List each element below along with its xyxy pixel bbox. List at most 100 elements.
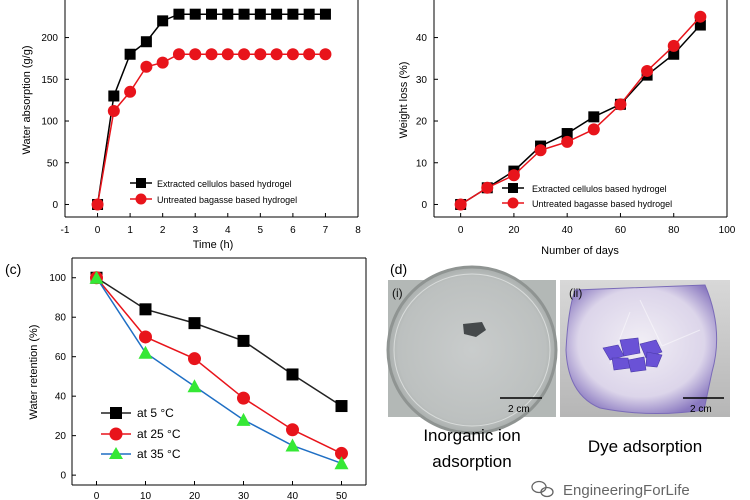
data-point-circle xyxy=(303,48,316,61)
data-point-square xyxy=(173,8,185,20)
scale-bar-ii: 2 cm xyxy=(690,404,712,415)
data-point-square xyxy=(237,334,250,347)
panel-c-ylabel: Water retention (%) xyxy=(28,325,40,420)
panel-d: (d) (i) 2 cm (ii) 2 cm xyxy=(386,261,730,471)
y-tick-label: 0 xyxy=(60,471,66,482)
data-point-circle xyxy=(156,56,169,69)
panel-b: 0 10 20 30 40 0 20 40 60 80 100 Number of days Wei… xyxy=(398,0,736,257)
data-point-triangle xyxy=(285,438,300,452)
data-point-square xyxy=(287,8,299,20)
series-line-1 xyxy=(460,16,701,206)
panel-c-series xyxy=(89,270,349,470)
data-point-square xyxy=(561,128,573,140)
data-point-circle xyxy=(319,48,332,61)
y-tick-label: 100 xyxy=(41,117,58,128)
data-point-circle xyxy=(614,98,627,111)
panel-b-xlabel: Number of days xyxy=(541,245,619,257)
legend-label-extracted-b: Extracted cellulos based hydrogel xyxy=(532,184,667,194)
legend-label-untreated-a: Untreated bagasse based hydrogel xyxy=(157,195,297,205)
data-point-circle xyxy=(286,48,299,61)
legend-marker-untreated-b xyxy=(502,197,524,209)
data-point-triangle xyxy=(89,270,104,284)
data-point-circle xyxy=(507,169,520,182)
legend-label-35c: at 35 °C xyxy=(137,447,181,461)
legend-label-untreated-b: Untreated bagasse based hydrogel xyxy=(532,199,672,209)
series-line-0 xyxy=(460,24,701,206)
panel-c: (c) 0 20 40 60 80 100 0 10 20 30 40 50 Water retent… xyxy=(5,257,367,500)
x-tick-label: 100 xyxy=(719,225,736,236)
data-point-circle xyxy=(286,423,299,437)
data-point-triangle xyxy=(187,379,202,393)
x-tick-label: 40 xyxy=(562,225,574,236)
wechat-icon xyxy=(531,480,554,498)
data-point-square xyxy=(157,15,169,27)
x-tick-label: 7 xyxy=(323,225,329,236)
x-tick-label: 60 xyxy=(615,225,627,236)
data-point-square xyxy=(319,8,331,20)
panel-c-label: (c) xyxy=(5,261,21,277)
panel-c-frame xyxy=(71,257,367,486)
legend-marker-35c xyxy=(101,447,131,459)
y-tick-label: 40 xyxy=(416,33,428,44)
data-point-square xyxy=(694,19,706,31)
data-point-square xyxy=(254,8,266,20)
data-point-square xyxy=(303,8,315,20)
data-point-circle xyxy=(189,48,202,61)
data-point-circle xyxy=(139,330,152,344)
y-tick-label: 200 xyxy=(41,33,58,44)
data-point-circle xyxy=(188,352,201,366)
caption-inorganic-line1: Inorganic ion xyxy=(423,426,520,445)
data-point-square xyxy=(189,8,201,20)
panel-a-series xyxy=(91,8,332,211)
panel-b-ylabel: Weight loss (%) xyxy=(398,62,410,139)
data-point-circle xyxy=(481,181,494,194)
panel-d-label: (d) xyxy=(390,261,407,277)
panel-a-xlabel: Time (h) xyxy=(193,239,234,251)
panel-a-ylabel: Water absorption (g/g) xyxy=(21,45,33,154)
x-tick-label: 10 xyxy=(140,491,152,500)
data-point-triangle xyxy=(334,456,349,470)
legend-marker-5c xyxy=(101,407,131,419)
y-tick-label: 100 xyxy=(49,273,66,284)
data-point-circle xyxy=(205,48,218,61)
data-point-square xyxy=(140,36,152,48)
x-tick-label: 20 xyxy=(189,491,201,500)
y-tick-label: 50 xyxy=(47,158,59,169)
data-point-circle xyxy=(454,198,467,211)
data-point-circle xyxy=(124,85,137,98)
panel-a: 0 50 100 150 200 -1 0 1 2 3 4 5 6 7 8 Time (h) Water a… xyxy=(21,0,361,251)
caption-inorganic-line2: adsorption xyxy=(432,452,511,471)
data-point-square xyxy=(238,8,250,20)
data-point-circle xyxy=(667,39,680,52)
x-tick-label: 20 xyxy=(508,225,520,236)
data-point-circle xyxy=(641,64,654,77)
y-tick-label: 20 xyxy=(55,431,67,442)
y-tick-label: 150 xyxy=(41,75,58,86)
y-tick-label: 60 xyxy=(55,352,67,363)
photo-ii-label: (ii) xyxy=(569,286,582,300)
legend-marker-untreated-a xyxy=(130,193,152,205)
x-tick-label: 8 xyxy=(355,225,361,236)
data-point-circle xyxy=(238,48,251,61)
data-point-triangle xyxy=(138,345,153,359)
data-point-circle xyxy=(587,123,600,136)
series-line-0 xyxy=(96,13,326,205)
panel-c-axes-ticks: 0 20 40 60 80 100 0 10 20 30 40 50 xyxy=(49,273,347,500)
legend-label-5c: at 5 °C xyxy=(137,406,174,420)
data-point-circle xyxy=(534,144,547,157)
data-point-circle xyxy=(561,135,574,148)
y-tick-label: 0 xyxy=(52,200,58,211)
x-tick-label: 30 xyxy=(238,491,250,500)
scale-bar-i: 2 cm xyxy=(508,404,530,415)
x-tick-label: 50 xyxy=(336,491,348,500)
y-tick-label: 40 xyxy=(55,392,67,403)
series-line-0 xyxy=(96,277,342,407)
data-point-square xyxy=(335,400,348,413)
x-tick-label: 0 xyxy=(94,491,100,500)
y-tick-label: 80 xyxy=(55,313,67,324)
x-tick-label: 80 xyxy=(668,225,680,236)
data-point-square xyxy=(108,90,120,102)
data-point-square xyxy=(271,8,283,20)
panel-b-frame xyxy=(433,0,728,218)
x-tick-label: 40 xyxy=(287,491,299,500)
